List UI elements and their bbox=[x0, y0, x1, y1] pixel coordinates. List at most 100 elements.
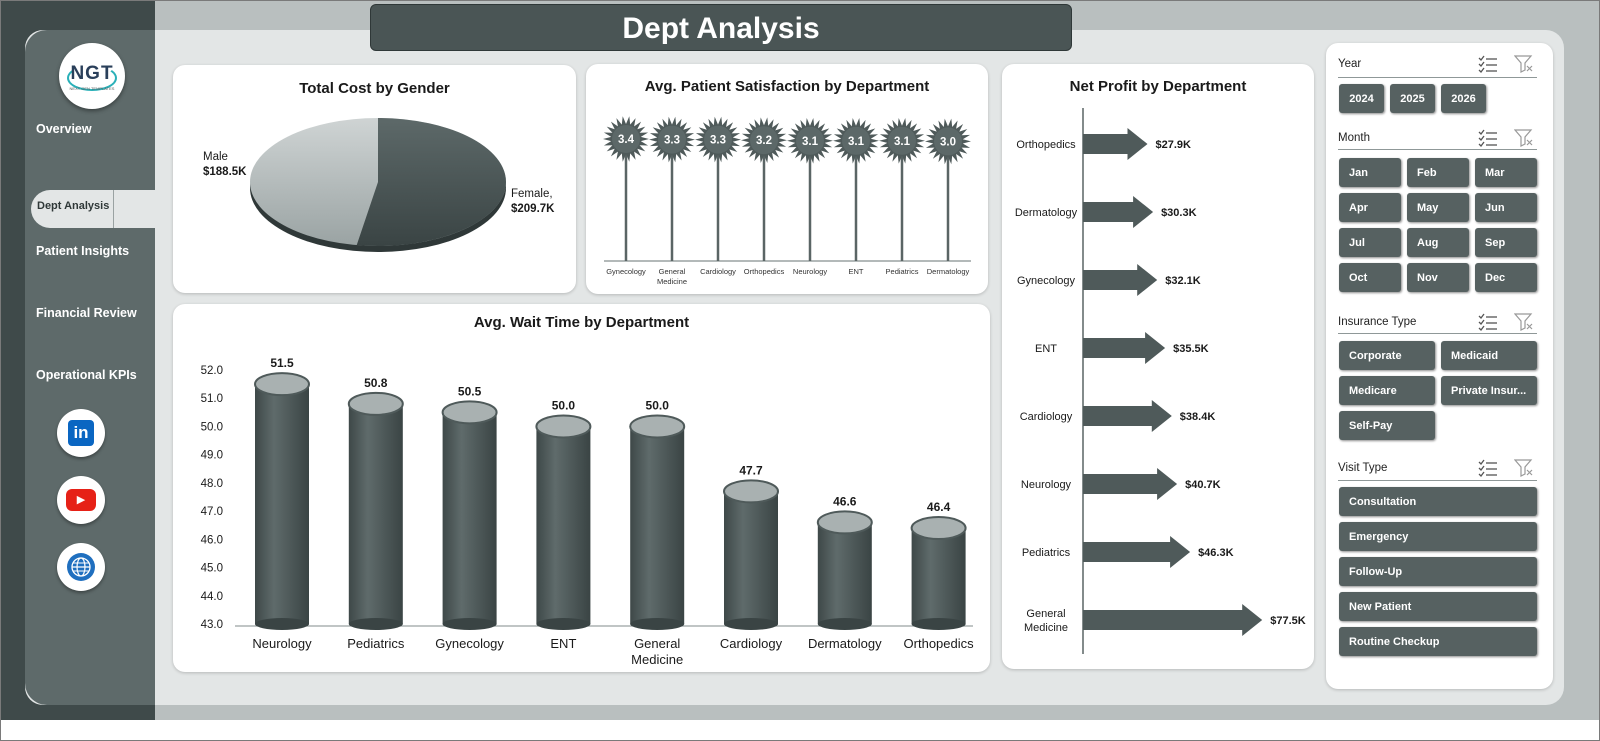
pie-label-male-value: $188.5K bbox=[203, 166, 247, 178]
clear-filter-icon[interactable] bbox=[1514, 313, 1534, 331]
visit-option-consultation[interactable]: Consultation bbox=[1339, 487, 1537, 516]
month-option-apr[interactable]: Apr bbox=[1339, 193, 1401, 222]
sidebar: NGT NEXT GEN TEMPLATES Overview Dept Ana… bbox=[25, 30, 155, 705]
profit-category-label: Neurology bbox=[1021, 479, 1072, 491]
satisfaction-panel: Avg. Patient Satisfaction by Department … bbox=[586, 64, 988, 294]
satisfaction-value-label: 3.0 bbox=[940, 136, 956, 148]
clear-filter-icon[interactable] bbox=[1514, 55, 1534, 73]
profit-value-label: $46.3K bbox=[1198, 547, 1234, 559]
linkedin-button[interactable]: in bbox=[57, 409, 105, 457]
satisfaction-category-label: Dermatology bbox=[927, 267, 970, 276]
multi-select-icon[interactable] bbox=[1478, 313, 1498, 331]
gender-cost-chart: Male $188.5K Female, $209.7K bbox=[203, 118, 555, 252]
year-slicer-divider bbox=[1338, 77, 1537, 78]
wait-bar bbox=[816, 510, 873, 630]
multi-select-icon[interactable] bbox=[1478, 459, 1498, 477]
insurance-option-medicare[interactable]: Medicare bbox=[1339, 376, 1435, 405]
year-option-2026[interactable]: 2026 bbox=[1441, 84, 1486, 113]
nav-item-financial-review[interactable]: Financial Review bbox=[36, 306, 137, 320]
satisfaction-mark: 3.2 bbox=[741, 117, 787, 261]
wait-y-tick-label: 43.0 bbox=[201, 619, 223, 631]
wait-category-label: Orthopedics bbox=[904, 636, 975, 651]
year-slicer-title: Year bbox=[1338, 58, 1362, 70]
wait-y-tick-label: 45.0 bbox=[201, 563, 223, 575]
profit-category-label: Dermatology bbox=[1015, 207, 1078, 219]
clear-filter-icon[interactable] bbox=[1514, 459, 1534, 477]
multi-select-icon[interactable] bbox=[1478, 129, 1498, 147]
satisfaction-value-label: 3.1 bbox=[894, 136, 911, 148]
net-profit-chart: $27.9K Orthopedics $30.3K Dermatology $32.1K… bbox=[1015, 108, 1306, 654]
multi-select-icon[interactable] bbox=[1478, 55, 1498, 73]
clear-filter-icon[interactable] bbox=[1514, 129, 1534, 147]
website-button[interactable] bbox=[57, 543, 105, 591]
wait-value-label: 47.7 bbox=[739, 463, 763, 477]
pie-label-female-value: $209.7K bbox=[511, 203, 555, 215]
profit-category-label: Orthopedics bbox=[1016, 139, 1076, 151]
profit-category-label: Gynecology bbox=[1017, 275, 1076, 287]
nav-item-label: Dept Analysis bbox=[37, 200, 110, 212]
insurance-option-medicaid[interactable]: Medicaid bbox=[1441, 341, 1537, 370]
visit-option-follow-up[interactable]: Follow-Up bbox=[1339, 557, 1537, 586]
pie-label-male-name: Male bbox=[203, 151, 228, 163]
wait-value-label: 50.0 bbox=[552, 398, 576, 412]
month-option-mar[interactable]: Mar bbox=[1475, 158, 1537, 187]
filter-panel: Year 2024 2025 2026 Month Jan Feb Mar Apr Ma… bbox=[1326, 43, 1553, 689]
nav-item-dept-analysis[interactable]: Dept Analysis bbox=[25, 176, 155, 242]
year-option-2024[interactable]: 2024 bbox=[1339, 84, 1384, 113]
wait-category-label: Cardiology bbox=[720, 636, 783, 651]
nav-item-overview[interactable]: Overview bbox=[36, 122, 92, 136]
profit-arrow-bar bbox=[1083, 604, 1263, 636]
wait-bar bbox=[723, 479, 779, 630]
gender-cost-panel: Total Cost by Gender Male $188.5K Female… bbox=[173, 65, 576, 293]
year-option-2025[interactable]: 2025 bbox=[1390, 84, 1435, 113]
month-option-jul[interactable]: Jul bbox=[1339, 228, 1401, 257]
linkedin-icon: in bbox=[68, 420, 94, 446]
wait-value-label: 50.0 bbox=[646, 398, 670, 412]
nav-active-highlight bbox=[31, 190, 155, 228]
wait-y-tick-label: 51.0 bbox=[201, 393, 223, 405]
nav-item-operational-kpis[interactable]: Operational KPIs bbox=[36, 368, 137, 382]
month-option-feb[interactable]: Feb bbox=[1407, 158, 1469, 187]
month-option-may[interactable]: May bbox=[1407, 193, 1469, 222]
insurance-option-corporate[interactable]: Corporate bbox=[1339, 341, 1435, 370]
month-option-aug[interactable]: Aug bbox=[1407, 228, 1469, 257]
wait-bar bbox=[629, 414, 686, 630]
satisfaction-category-label: Medicine bbox=[657, 277, 687, 286]
month-slicer-title: Month bbox=[1338, 132, 1370, 144]
wait-bar bbox=[441, 400, 498, 630]
logo-tagline: NEXT GEN TEMPLATES bbox=[69, 86, 115, 91]
logo[interactable]: NGT NEXT GEN TEMPLATES bbox=[59, 43, 125, 109]
visit-option-new-patient[interactable]: New Patient bbox=[1339, 592, 1537, 621]
satisfaction-category-label: Neurology bbox=[793, 267, 827, 276]
satisfaction-mark: 3.3 bbox=[649, 116, 695, 261]
wait-category-label: Dermatology bbox=[808, 636, 882, 651]
nav-item-patient-insights[interactable]: Patient Insights bbox=[36, 244, 130, 258]
wait-value-label: 46.6 bbox=[833, 494, 857, 508]
month-option-sep[interactable]: Sep bbox=[1475, 228, 1537, 257]
month-option-oct[interactable]: Oct bbox=[1339, 263, 1401, 292]
youtube-button[interactable]: ▶ bbox=[57, 476, 105, 524]
insurance-option-self-pay[interactable]: Self-Pay bbox=[1339, 411, 1435, 440]
wait-value-label: 46.4 bbox=[927, 500, 951, 514]
satisfaction-value-label: 3.1 bbox=[802, 136, 819, 148]
satisfaction-category-label: Orthopedics bbox=[744, 267, 785, 276]
nav-active-divider bbox=[113, 190, 114, 228]
wait-time-panel: Avg. Wait Time by Department 52.0 51.0 50.… bbox=[173, 304, 990, 672]
insurance-option-private[interactable]: Private Insur... bbox=[1441, 376, 1537, 405]
satisfaction-value-label: 3.3 bbox=[710, 135, 726, 147]
profit-category-label: Medicine bbox=[1024, 622, 1068, 634]
wait-category-label: Medicine bbox=[631, 652, 683, 667]
visit-option-emergency[interactable]: Emergency bbox=[1339, 522, 1537, 551]
month-option-nov[interactable]: Nov bbox=[1407, 263, 1469, 292]
profit-value-label: $38.4K bbox=[1180, 411, 1216, 423]
month-option-dec[interactable]: Dec bbox=[1475, 263, 1537, 292]
visit-option-routine-checkup[interactable]: Routine Checkup bbox=[1339, 627, 1537, 656]
profit-value-label: $35.5K bbox=[1173, 343, 1209, 355]
wait-y-tick-label: 44.0 bbox=[201, 591, 223, 603]
profit-value-label: $32.1K bbox=[1165, 275, 1201, 287]
month-option-jun[interactable]: Jun bbox=[1475, 193, 1537, 222]
satisfaction-category-label: Gynecology bbox=[606, 267, 646, 276]
pie-slice-female bbox=[356, 118, 506, 246]
month-option-jan[interactable]: Jan bbox=[1339, 158, 1401, 187]
